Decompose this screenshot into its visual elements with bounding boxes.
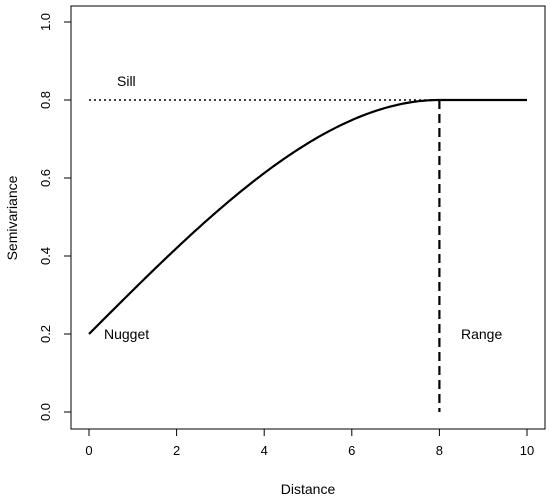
x-tick-label: 2 xyxy=(173,443,180,458)
y-axis: 0.0 0.2 0.4 0.6 0.8 1.0 xyxy=(38,13,72,421)
y-tick-label: 0.0 xyxy=(38,403,53,421)
sill-annotation: Sill xyxy=(117,73,136,89)
y-tick-label: 0.2 xyxy=(38,325,53,343)
nugget-annotation: Nugget xyxy=(104,326,149,342)
y-axis-title: Semivariance xyxy=(4,175,20,260)
y-tick-label: 0.4 xyxy=(38,247,53,265)
y-tick-label: 0.6 xyxy=(38,169,53,187)
x-tick-label: 0 xyxy=(85,443,92,458)
reference-lines xyxy=(89,99,441,412)
x-tick-label: 6 xyxy=(348,443,355,458)
y-tick-label: 0.8 xyxy=(38,91,53,109)
x-tick-label: 10 xyxy=(520,443,534,458)
x-axis-title: Distance xyxy=(281,481,336,497)
y-tick-label: 1.0 xyxy=(38,13,53,31)
x-axis: 0 2 4 6 8 10 xyxy=(85,428,534,458)
plot-frame xyxy=(70,5,546,430)
x-tick-label: 4 xyxy=(261,443,268,458)
variogram-curve xyxy=(88,98,527,335)
x-tick-label: 8 xyxy=(436,443,443,458)
series-group xyxy=(88,98,527,335)
range-annotation: Range xyxy=(461,326,502,342)
